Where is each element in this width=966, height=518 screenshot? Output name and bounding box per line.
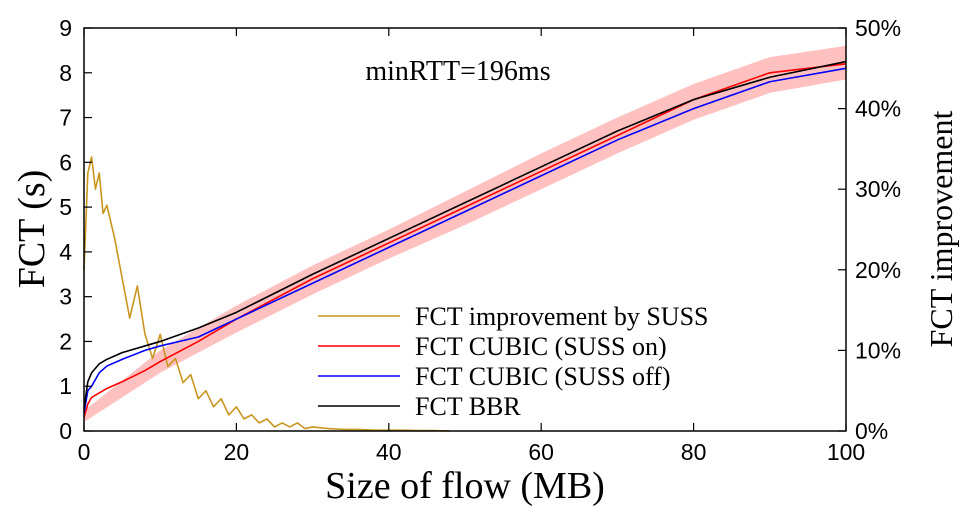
series-line-1 <box>83 156 450 432</box>
y-tick-label: 3 <box>59 284 72 310</box>
legend-label: FCT CUBIC (SUSS off) <box>415 362 671 391</box>
y2-tick-label: 50% <box>855 15 901 41</box>
y2-axis-ticks: 0% 10% 20% 30% 40% 50% <box>838 15 901 444</box>
y-tick-label: 0 <box>59 418 72 444</box>
series-line-3 <box>83 67 847 414</box>
chart-annotation: minRTT=196ms <box>365 56 550 87</box>
x-axis-ticks: 0 20 40 60 80 100 <box>78 28 865 465</box>
y-axis-ticks: 0 1 2 3 4 5 6 7 8 9 <box>59 15 92 444</box>
x-tick-label: 100 <box>827 439 865 465</box>
y2-tick-label: 40% <box>855 96 901 122</box>
series-line-2 <box>83 63 847 418</box>
series-line-4 <box>83 60 847 409</box>
x-axis-label: Size of flow (MB) <box>325 465 605 507</box>
y2-tick-label: 0% <box>855 418 888 444</box>
legend-label: FCT CUBIC (SUSS on) <box>415 332 667 361</box>
y-tick-label: 1 <box>59 373 72 399</box>
y-tick-label: 4 <box>59 239 72 265</box>
y-tick-label: 8 <box>59 60 72 86</box>
plot-frame <box>83 27 847 432</box>
band-area <box>84 45 846 423</box>
legend-label: FCT BBR <box>415 392 521 421</box>
x-tick-label: 20 <box>224 439 250 465</box>
x-tick-label: 40 <box>376 439 402 465</box>
y2-tick-label: 20% <box>855 257 901 283</box>
confidence-band <box>84 45 846 423</box>
y2-axis-label: FCT improvement <box>923 111 959 348</box>
y-tick-label: 5 <box>59 194 72 220</box>
y-tick-label: 2 <box>59 328 72 354</box>
y-tick-label: 6 <box>59 149 72 175</box>
x-tick-label: 80 <box>681 439 707 465</box>
x-tick-label: 0 <box>78 439 91 465</box>
y2-tick-label: 30% <box>855 176 901 202</box>
x-tick-label: 60 <box>528 439 554 465</box>
y2-tick-label: 10% <box>855 337 901 363</box>
series-layer <box>83 60 847 432</box>
y-tick-label: 9 <box>59 15 72 41</box>
y-tick-label: 7 <box>59 105 72 131</box>
legend-label: FCT improvement by SUSS <box>415 302 709 331</box>
y-axis-label: FCT (s) <box>11 170 53 289</box>
